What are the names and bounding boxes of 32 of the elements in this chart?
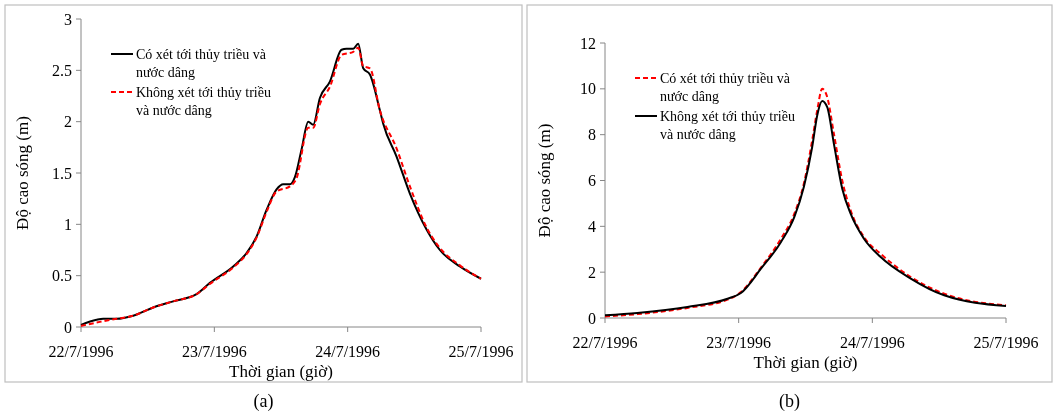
y-tick-label: 1.5 xyxy=(52,164,72,182)
legend-label: Không xét tới thủy triều và nước dâng xyxy=(136,84,271,118)
y-tick-label: 6 xyxy=(588,172,596,190)
x-axis-title: Thời gian (giờ) xyxy=(753,353,858,372)
text: (a) xyxy=(253,391,274,412)
legend-label: Không xét tới thủy triều và nước dâng xyxy=(660,108,795,142)
y-tick-label: 0 xyxy=(588,309,596,327)
legend-label: Có xét tới thủy triều và nước dâng xyxy=(136,46,267,80)
x-tick-label: 24/7/1996 xyxy=(315,343,381,360)
x-tick-label: 22/7/1996 xyxy=(48,343,114,360)
x-tick-label: 24/7/1996 xyxy=(839,334,905,351)
y-tick-label: 2.5 xyxy=(52,61,72,79)
y-tick-label: 2 xyxy=(64,113,72,131)
x-tick-label: 25/7/1996 xyxy=(973,334,1039,351)
y-tick-label: 0 xyxy=(64,318,72,336)
y-tick-label: 3 xyxy=(64,10,72,28)
y-tick-label: 2 xyxy=(588,263,596,281)
y-tick-label: 10 xyxy=(580,80,596,98)
y-tick-label: 12 xyxy=(580,34,596,52)
y-axis-title: Độ cao sóng (m) xyxy=(535,123,554,238)
y-axis-title: Độ cao sóng (m) xyxy=(13,116,32,230)
x-tick-label: 23/7/1996 xyxy=(706,334,772,351)
x-tick-label: 22/7/1996 xyxy=(572,334,638,351)
text: (b) xyxy=(779,391,800,412)
y-tick-label: 1 xyxy=(64,215,72,233)
x-tick-label: 23/7/1996 xyxy=(181,343,247,360)
x-axis-title: Thời gian (giờ) xyxy=(229,362,333,381)
y-tick-label: 0.5 xyxy=(52,267,72,285)
x-tick-label: 25/7/1996 xyxy=(448,343,514,360)
legend-label: Có xét tới thủy triều và nước dâng xyxy=(660,70,791,104)
y-tick-label: 8 xyxy=(588,126,596,144)
y-tick-label: 4 xyxy=(588,217,596,235)
